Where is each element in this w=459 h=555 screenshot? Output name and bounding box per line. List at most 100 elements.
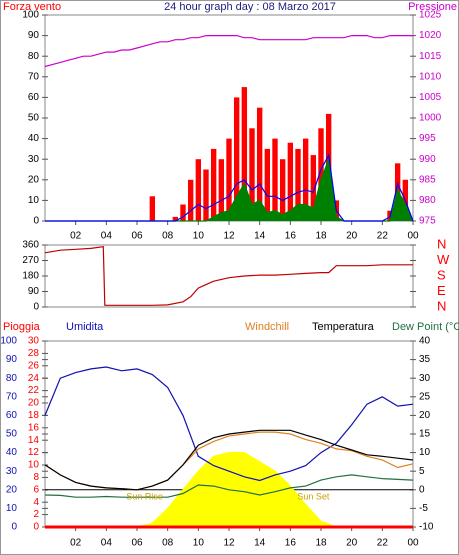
x-tick-label: 14 [254,538,266,549]
x-tick-label: 18 [315,538,327,549]
rain-header: Pioggia [3,321,41,333]
y2-tick-label: 990 [419,154,436,165]
y2-tick-label: N [437,236,446,251]
bar [272,138,278,221]
bar [287,142,294,221]
bar [226,138,232,221]
y3-tick-label: 24 [28,373,40,384]
y-tick-label: 180 [22,271,39,282]
y-tick-label: 100 [22,10,39,21]
x-tick-label: 20 [346,231,358,242]
y-tick-label: 70 [6,391,18,402]
y2-tick-label: 1005 [419,92,442,103]
y3-tick-label: 26 [28,360,40,371]
y-tick-label: 40 [6,447,18,458]
y2-tick-label: -10 [419,522,434,533]
y-tick-label: 360 [22,240,39,251]
bar [210,148,217,221]
bar [318,128,324,221]
humidity-header: Umidita [66,321,104,333]
y-tick-label: 70 [28,71,40,82]
y-tick-label: 90 [6,354,18,365]
y-tick-label: 0 [11,522,17,533]
line [44,246,413,306]
windchill-header: Windchill [245,321,289,333]
pressure-header: Pressione [408,1,457,13]
y2-tick-label: 1000 [419,113,442,124]
y-tick-label: 90 [28,30,40,41]
y-tick-label: 80 [6,373,18,384]
y3-tick-label: 14 [28,435,40,446]
x-tick-label: 02 [70,231,82,242]
bar [241,87,248,221]
y2-tick-label: -5 [419,503,428,514]
x-tick-label: 06 [131,231,143,242]
y3-tick-label: 4 [33,497,39,508]
y2-tick-label: 1020 [419,30,442,41]
x-tick-label: 10 [193,538,205,549]
bar [218,159,225,221]
y2-tick-label: 1015 [419,51,442,62]
y2-tick-label: 15 [419,429,431,440]
x-tick-label: 14 [254,231,266,242]
bar [187,179,194,221]
bar [264,148,271,221]
y3-tick-label: 2 [33,509,39,520]
y3-tick-label: 30 [28,336,40,347]
y-tick-label: 30 [28,154,40,165]
x-tick-label: 22 [377,231,389,242]
y2-tick-label: 20 [419,410,431,421]
y3-tick-label: 10 [28,460,40,471]
y3-tick-label: 12 [28,447,40,458]
y2-tick-label: 25 [419,391,431,402]
bar [256,107,263,221]
bar [172,216,179,221]
x-tick-label: 00 [407,538,419,549]
bar [233,97,240,221]
annotation: Sun Rise [126,491,163,501]
line [44,474,414,498]
y2-tick-label: E [437,283,446,298]
y2-tick-label: W [437,252,450,267]
y-tick-label: 0 [33,216,39,227]
y2-tick-label: 5 [419,466,425,477]
y3-tick-label: 20 [28,398,40,409]
y-tick-label: 80 [28,51,40,62]
y3-tick-label: 16 [28,422,40,433]
bar [180,204,186,221]
y3-tick-label: 28 [28,348,40,359]
y2-tick-label: 35 [419,354,431,365]
y2-tick-label: S [437,267,446,282]
x-tick-label: 08 [162,231,174,242]
y-tick-label: 0 [33,302,39,313]
x-tick-label: 16 [285,538,297,549]
y2-tick-label: 995 [419,133,436,144]
y2-tick-label: 1010 [419,71,442,82]
bar [195,159,202,221]
x-tick-label: 16 [285,231,297,242]
wind-header: Forza vento [3,1,61,13]
temperature-header: Temperatura [312,321,375,333]
x-tick-label: 08 [162,538,174,549]
line [44,35,413,68]
chart-title: 24 hour graph day : 08 Marzo 2017 [164,1,336,13]
bar [249,128,255,221]
y-tick-label: 50 [28,113,40,124]
y-tick-label: 10 [6,503,18,514]
y-tick-label: 90 [28,286,40,297]
x-tick-label: 04 [101,231,113,242]
bar [302,138,309,221]
x-tick-label: 12 [223,231,235,242]
y-tick-label: 60 [28,92,40,103]
y3-tick-label: 0 [33,522,39,533]
y-tick-label: 10 [28,195,40,206]
line [45,153,414,222]
y2-tick-label: 1025 [419,10,442,21]
x-tick-label: 02 [70,538,82,549]
bar [295,148,301,221]
y2-tick-label: 30 [419,373,431,384]
annotation: Sun Set [297,491,330,501]
y2-tick-label: N [437,298,446,313]
y-tick-label: 40 [28,133,40,144]
